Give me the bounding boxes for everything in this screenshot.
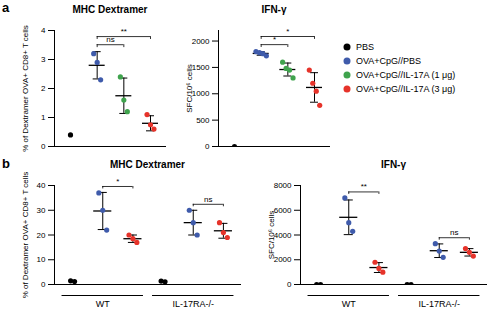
svg-text:2000: 2000 bbox=[274, 255, 292, 264]
svg-text:0: 0 bbox=[287, 280, 292, 289]
svg-text:*: * bbox=[286, 27, 289, 36]
svg-text:500: 500 bbox=[196, 116, 210, 125]
svg-text:*: * bbox=[116, 177, 119, 186]
svg-text:6000: 6000 bbox=[274, 206, 292, 215]
svg-text:ns: ns bbox=[106, 35, 114, 44]
svg-text:IL-17RA-/-: IL-17RA-/- bbox=[172, 299, 214, 309]
svg-text:SFC/10⁶ cells: SFC/10⁶ cells bbox=[267, 211, 276, 260]
svg-text:40: 40 bbox=[37, 181, 46, 190]
svg-text:2: 2 bbox=[41, 84, 46, 93]
svg-text:WT: WT bbox=[96, 299, 110, 309]
svg-text:**: ** bbox=[361, 182, 367, 191]
svg-text:1500: 1500 bbox=[192, 63, 210, 72]
svg-text:4000: 4000 bbox=[274, 231, 292, 240]
html-text:IFN-γ: IFN-γ bbox=[381, 159, 406, 170]
svg-text:0: 0 bbox=[41, 280, 46, 289]
svg-text:1000: 1000 bbox=[192, 89, 210, 98]
svg-text:% of Dextramer OVA+ CD8+ T cel: % of Dextramer OVA+ CD8+ T cells bbox=[21, 172, 30, 299]
svg-text:*: * bbox=[273, 35, 276, 44]
svg-text:20: 20 bbox=[37, 231, 46, 240]
svg-text:% of Dextramer OVA+ CD8+ T cel: % of Dextramer OVA+ CD8+ T cells bbox=[21, 25, 30, 152]
html-text:PBS: PBS bbox=[356, 42, 374, 52]
html-text:MHC Dextramer: MHC Dextramer bbox=[72, 4, 148, 15]
svg-text:8000: 8000 bbox=[274, 181, 292, 190]
html-text:OVA+CpG//PBS: OVA+CpG//PBS bbox=[356, 56, 422, 66]
svg-text:IL-17RA-/-: IL-17RA-/- bbox=[418, 299, 460, 309]
svg-text:4: 4 bbox=[41, 26, 46, 35]
svg-text:SFC/10⁶ cells: SFC/10⁶ cells bbox=[185, 64, 194, 113]
svg-text:3: 3 bbox=[41, 55, 46, 64]
html-text:OVA+CpG//IL-17A (3 μg): OVA+CpG//IL-17A (3 μg) bbox=[356, 84, 456, 94]
html-text:MHC Dextramer: MHC Dextramer bbox=[110, 159, 185, 170]
svg-text:0: 0 bbox=[205, 142, 210, 151]
html-text:b: b bbox=[2, 156, 10, 171]
html-text:IFN-γ: IFN-γ bbox=[261, 4, 287, 15]
svg-text:ns: ns bbox=[204, 195, 212, 204]
svg-text:ns: ns bbox=[450, 228, 458, 237]
html-text:a: a bbox=[2, 0, 10, 15]
svg-text:30: 30 bbox=[37, 206, 46, 215]
svg-text:1: 1 bbox=[41, 113, 46, 122]
html-text:OVA+CpG//IL-17A (1 μg): OVA+CpG//IL-17A (1 μg) bbox=[356, 70, 456, 80]
svg-text:10: 10 bbox=[37, 255, 46, 264]
svg-text:WT: WT bbox=[342, 299, 356, 309]
svg-text:0: 0 bbox=[41, 142, 46, 151]
svg-text:**: ** bbox=[121, 27, 127, 36]
svg-text:2000: 2000 bbox=[192, 37, 210, 46]
